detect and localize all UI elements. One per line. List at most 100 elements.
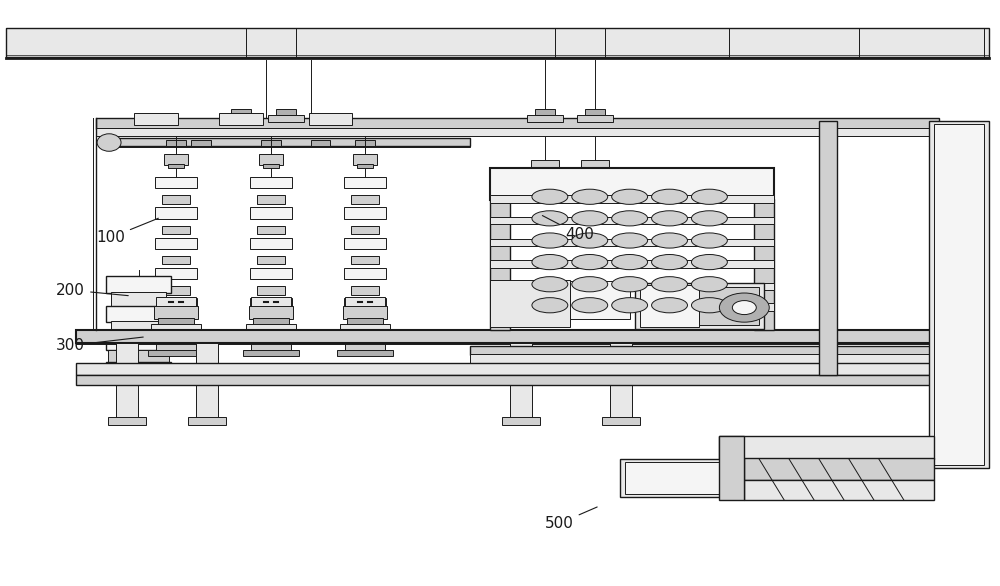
- Bar: [106, 275, 171, 293]
- Bar: [257, 226, 285, 234]
- Bar: [250, 329, 292, 340]
- Ellipse shape: [612, 277, 648, 292]
- Bar: [223, 115, 259, 122]
- Bar: [351, 256, 379, 264]
- Bar: [162, 336, 190, 349]
- Ellipse shape: [572, 189, 608, 205]
- Bar: [744, 458, 934, 479]
- Bar: [344, 207, 386, 219]
- Bar: [819, 121, 837, 374]
- Bar: [116, 343, 138, 418]
- Bar: [268, 115, 304, 122]
- Bar: [276, 109, 296, 115]
- Bar: [249, 306, 293, 319]
- Bar: [934, 124, 984, 465]
- Bar: [357, 163, 373, 168]
- Bar: [257, 336, 285, 349]
- Bar: [162, 256, 190, 264]
- Bar: [340, 324, 390, 339]
- Bar: [251, 297, 291, 308]
- Bar: [257, 256, 285, 264]
- Ellipse shape: [572, 298, 608, 313]
- Bar: [490, 195, 774, 203]
- Bar: [337, 350, 393, 356]
- Ellipse shape: [532, 254, 568, 270]
- Bar: [243, 350, 299, 356]
- Ellipse shape: [691, 211, 727, 226]
- Bar: [344, 238, 386, 249]
- Bar: [535, 109, 555, 115]
- Bar: [490, 239, 774, 246]
- Ellipse shape: [572, 233, 608, 248]
- Ellipse shape: [691, 298, 727, 313]
- Ellipse shape: [691, 189, 727, 205]
- Bar: [250, 268, 292, 280]
- Bar: [309, 113, 352, 125]
- Bar: [155, 298, 197, 310]
- Bar: [490, 168, 774, 200]
- Bar: [154, 306, 198, 319]
- Bar: [719, 436, 934, 459]
- Bar: [581, 160, 609, 171]
- Bar: [699, 287, 759, 325]
- Bar: [168, 163, 184, 168]
- Ellipse shape: [652, 211, 687, 226]
- Bar: [166, 140, 186, 146]
- Ellipse shape: [691, 254, 727, 270]
- Ellipse shape: [652, 277, 687, 292]
- Bar: [754, 199, 774, 330]
- Bar: [76, 363, 939, 374]
- Ellipse shape: [652, 298, 687, 313]
- Bar: [257, 195, 285, 204]
- Bar: [257, 287, 285, 295]
- Bar: [490, 217, 774, 224]
- Bar: [510, 343, 532, 418]
- Bar: [345, 297, 385, 308]
- Ellipse shape: [719, 293, 769, 322]
- Bar: [106, 306, 171, 322]
- Ellipse shape: [572, 254, 608, 270]
- Ellipse shape: [652, 233, 687, 248]
- Bar: [231, 109, 251, 115]
- Bar: [188, 417, 226, 425]
- Bar: [155, 329, 197, 340]
- Bar: [344, 268, 386, 280]
- Bar: [347, 318, 383, 325]
- Bar: [259, 154, 283, 165]
- Bar: [490, 280, 570, 327]
- Bar: [490, 304, 774, 311]
- Text: 500: 500: [545, 507, 597, 531]
- Bar: [134, 113, 178, 125]
- Bar: [610, 343, 632, 418]
- Bar: [156, 297, 196, 308]
- Bar: [577, 115, 613, 122]
- Bar: [250, 207, 292, 219]
- Bar: [106, 362, 171, 376]
- Bar: [263, 163, 279, 168]
- Bar: [250, 298, 292, 310]
- Ellipse shape: [732, 301, 756, 315]
- Ellipse shape: [532, 189, 568, 205]
- Bar: [96, 118, 939, 128]
- Bar: [744, 479, 934, 500]
- Bar: [158, 318, 194, 325]
- Bar: [344, 329, 386, 340]
- Bar: [99, 137, 109, 147]
- Bar: [353, 154, 377, 165]
- Bar: [151, 324, 201, 339]
- Bar: [531, 160, 559, 171]
- Bar: [155, 177, 197, 189]
- Bar: [719, 436, 744, 500]
- Bar: [490, 260, 774, 268]
- Bar: [355, 140, 375, 146]
- Bar: [929, 121, 989, 468]
- Ellipse shape: [532, 277, 568, 292]
- Bar: [116, 138, 470, 147]
- Bar: [351, 316, 379, 325]
- Bar: [351, 287, 379, 295]
- Bar: [155, 268, 197, 280]
- Text: 300: 300: [56, 337, 143, 353]
- Text: 200: 200: [56, 282, 128, 298]
- Bar: [344, 177, 386, 189]
- Text: 400: 400: [542, 216, 594, 242]
